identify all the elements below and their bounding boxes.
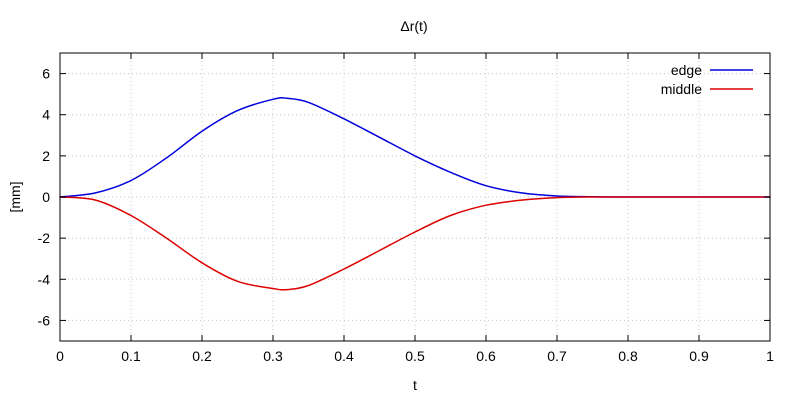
y-tick-label: -2 — [38, 230, 51, 246]
y-tick-label: 4 — [42, 107, 50, 123]
legend: edge middle — [661, 62, 753, 97]
y-tick-label: -6 — [38, 312, 51, 328]
series-line-middle — [59, 196, 771, 291]
y-tick-label: 2 — [42, 148, 50, 164]
x-tick-label: 0.4 — [334, 348, 354, 364]
x-tick-label: 0.9 — [689, 348, 709, 364]
y-tick-label: -4 — [38, 271, 51, 287]
x-tick-label: 0.5 — [405, 348, 425, 364]
x-tick-label: 0.2 — [192, 348, 212, 364]
x-tick-label: 0.1 — [121, 348, 141, 364]
y-tick-label: 6 — [42, 66, 50, 82]
legend-label-edge: edge — [671, 62, 702, 78]
x-tick-label: 0.8 — [618, 348, 638, 364]
series-lines — [59, 97, 771, 291]
x-axis-label: t — [413, 377, 417, 393]
x-tick-label: 0.6 — [476, 348, 496, 364]
x-tick-label: 0.3 — [263, 348, 283, 364]
x-tick-label: 0 — [56, 348, 64, 364]
axis-ticks: 0 0.1 0.2 0.3 0.4 0.5 0.6 0.7 0.8 0.9 1 -6 -4 -2 0 2 4 6 — [38, 53, 774, 364]
chart-title: Δr(t) — [400, 18, 427, 34]
y-tick-label: 0 — [42, 189, 50, 205]
x-tick-label: 1 — [766, 348, 774, 364]
series-line-edge — [59, 97, 771, 198]
legend-label-middle: middle — [661, 81, 702, 97]
x-tick-label: 0.7 — [547, 348, 567, 364]
y-axis-label: [mm] — [7, 181, 23, 212]
